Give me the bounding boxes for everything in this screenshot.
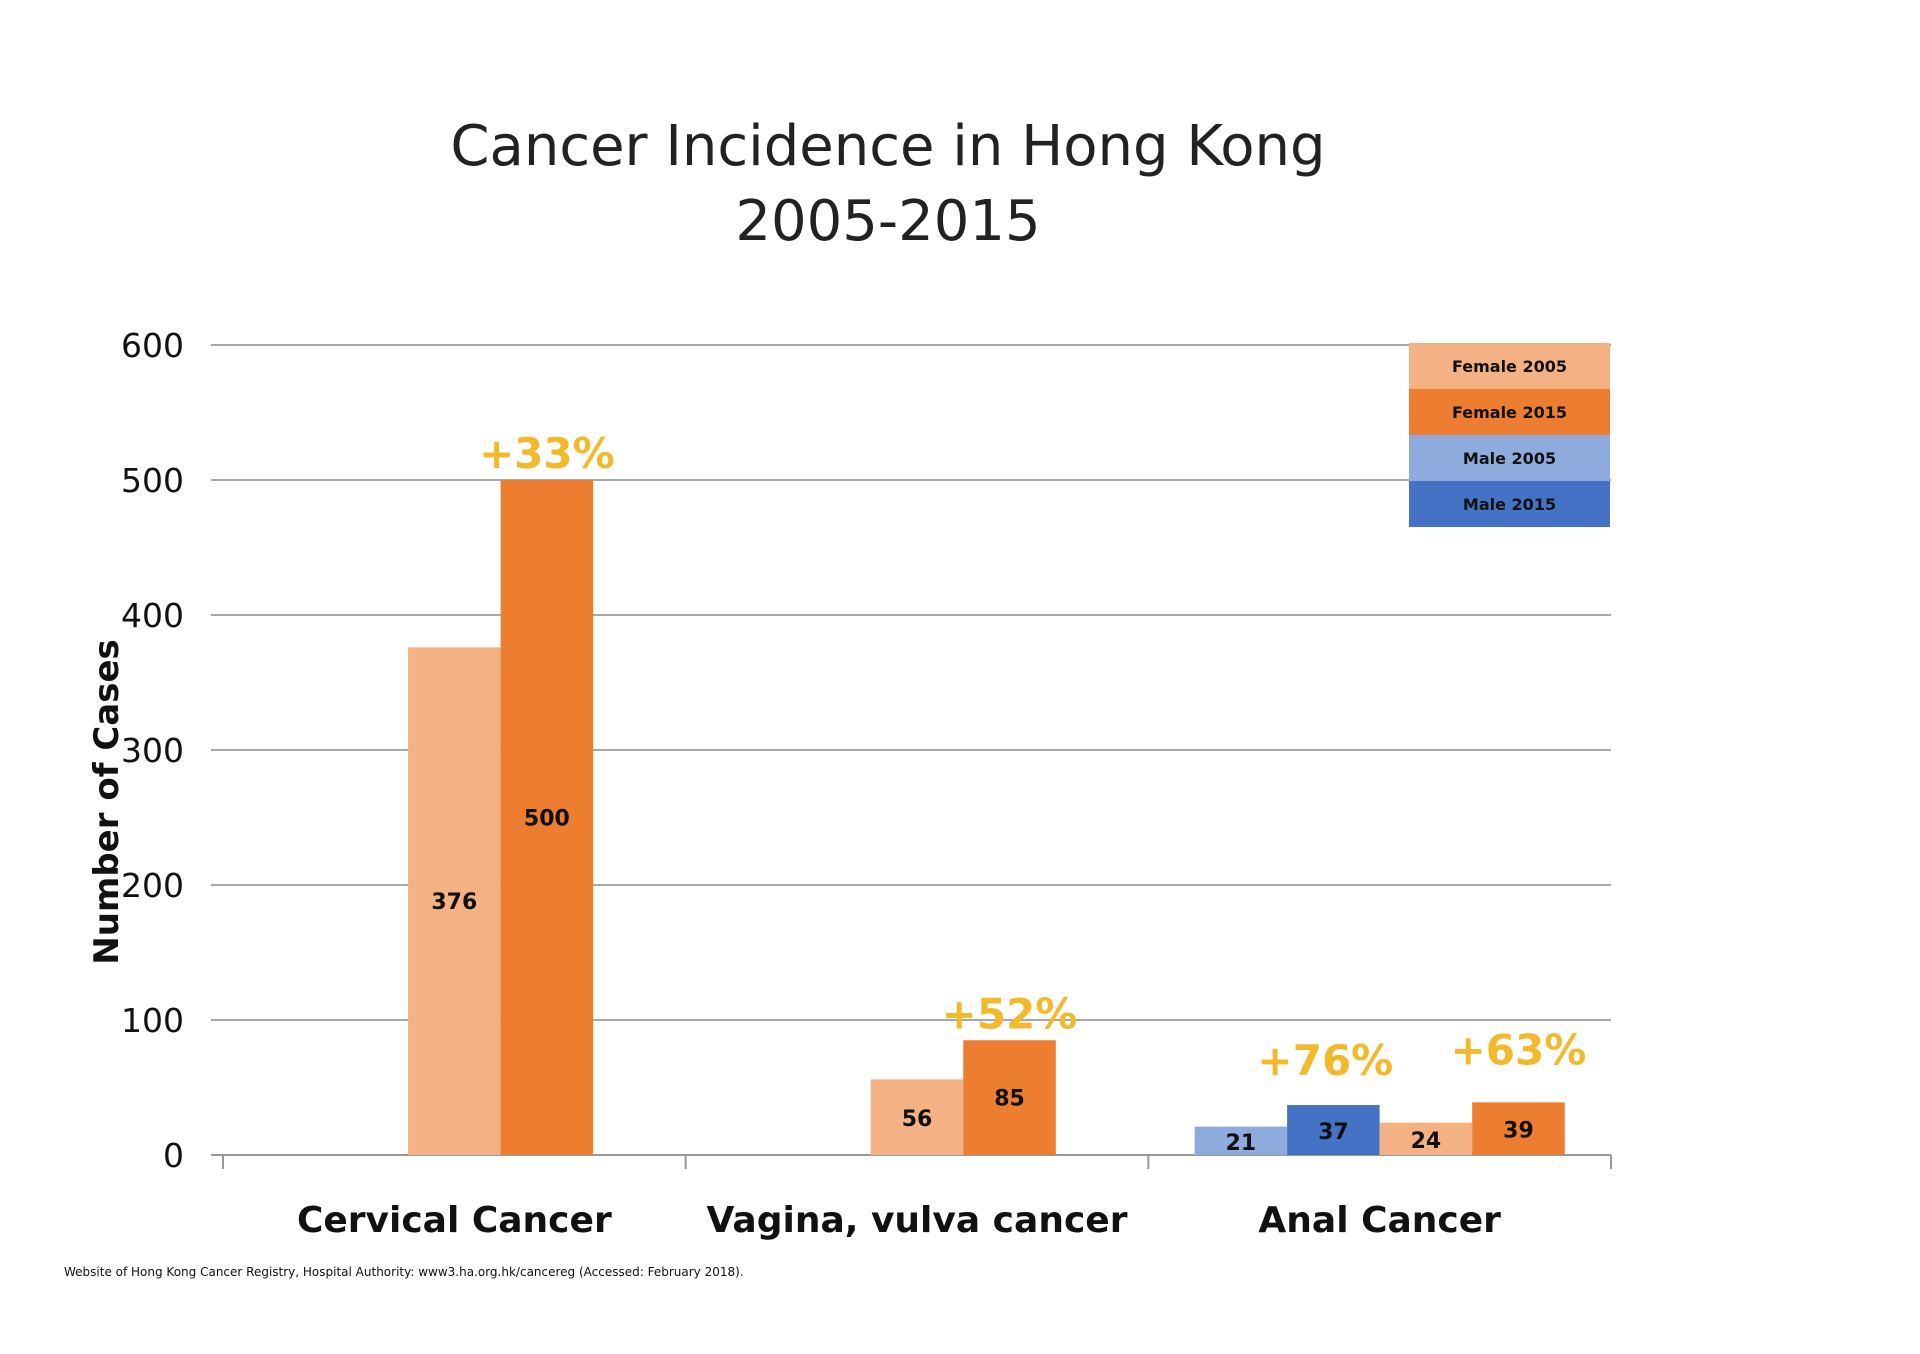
data-label: 21 <box>1226 1131 1257 1156</box>
bar <box>1287 1105 1380 1155</box>
chart-title-line-2: 2005-2015 <box>735 189 1040 254</box>
x-category-label: Cervical Cancer <box>297 1200 612 1241</box>
legend-entry: Male 2005 <box>1463 449 1556 468</box>
bar <box>1194 1126 1288 1155</box>
y-tick-label: 100 <box>121 1001 184 1040</box>
percent-change-annotation: +63% <box>1451 1025 1587 1074</box>
x-category-label: Vagina, vulva cancer <box>707 1200 1128 1241</box>
data-label: 39 <box>1503 1119 1534 1144</box>
legend-entry: Female 2005 <box>1452 357 1567 376</box>
y-tick-label: 400 <box>121 596 184 635</box>
percent-change-annotation: +33% <box>479 429 615 478</box>
legend-entry: Female 2015 <box>1452 403 1567 422</box>
percent-change-annotation: +76% <box>1258 1036 1394 1085</box>
legend-swatch <box>1409 343 1610 389</box>
y-tick-label: 0 <box>163 1136 184 1175</box>
legend-entry: Male 2015 <box>1463 495 1556 514</box>
y-axis-label: Number of Cases <box>87 639 127 965</box>
data-label: 24 <box>1411 1129 1442 1154</box>
x-category-label: Anal Cancer <box>1258 1200 1501 1241</box>
legend-swatch <box>1409 435 1610 481</box>
y-tick-label: 600 <box>121 326 184 365</box>
data-label: 56 <box>902 1107 933 1132</box>
bar <box>870 1079 964 1155</box>
bar <box>408 647 501 1155</box>
y-tick-label: 500 <box>121 461 184 500</box>
footnote: Website of Hong Kong Cancer Registry, Ho… <box>64 1265 744 1279</box>
data-label: 500 <box>524 807 570 832</box>
data-label: 37 <box>1318 1120 1349 1145</box>
bar <box>1472 1102 1565 1155</box>
y-tick-label: 300 <box>121 731 184 770</box>
legend-swatch <box>1409 481 1610 527</box>
bar <box>963 1040 1056 1155</box>
data-label: 376 <box>431 890 477 915</box>
y-tick-label: 200 <box>121 866 184 905</box>
legend: Female 2005 Female 2015 Male 2005 Male 2015 <box>1409 343 1610 527</box>
chart-title-line-1: Cancer Incidence in Hong Kong <box>450 114 1325 179</box>
bar <box>1379 1122 1473 1155</box>
data-label: 85 <box>994 1087 1025 1112</box>
legend-swatch <box>1409 389 1610 435</box>
bar <box>500 480 594 1155</box>
percent-change-annotation: +52% <box>942 989 1078 1038</box>
